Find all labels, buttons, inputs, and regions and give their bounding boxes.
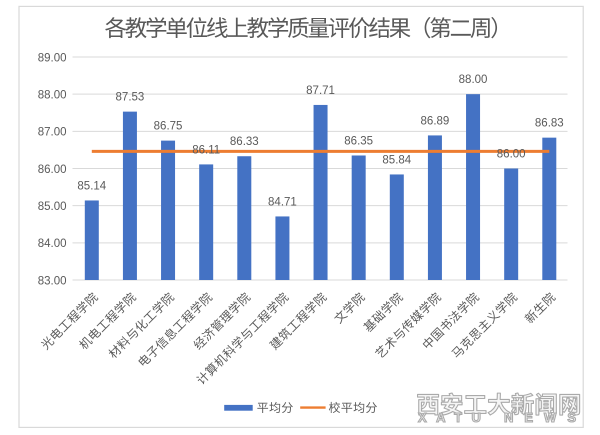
svg-text:84.00: 84.00	[38, 238, 67, 250]
svg-text:87.00: 87.00	[38, 127, 67, 139]
svg-text:87.71: 87.71	[306, 85, 335, 97]
svg-text:86.11: 86.11	[192, 144, 220, 156]
svg-text:NEWS: NEWS	[504, 410, 587, 425]
svg-text:86.83: 86.83	[535, 118, 564, 130]
svg-text:XATU: XATU	[418, 410, 490, 425]
svg-text:85.84: 85.84	[382, 154, 411, 166]
svg-text:84.71: 84.71	[268, 196, 297, 208]
svg-text:86.75: 86.75	[154, 121, 183, 133]
svg-text:86.00: 86.00	[38, 164, 67, 176]
svg-text:86.00: 86.00	[497, 149, 526, 161]
svg-text:88.00: 88.00	[459, 74, 488, 86]
svg-text:85.00: 85.00	[38, 201, 67, 213]
svg-text:85.14: 85.14	[77, 180, 106, 192]
svg-text:89.00: 89.00	[38, 52, 67, 64]
svg-text:87.53: 87.53	[116, 92, 145, 104]
svg-text:86.35: 86.35	[344, 135, 373, 147]
svg-text:86.89: 86.89	[421, 115, 450, 127]
svg-text:83.00: 83.00	[38, 275, 67, 287]
svg-text:86.33: 86.33	[230, 136, 259, 148]
svg-text:88.00: 88.00	[38, 90, 67, 102]
